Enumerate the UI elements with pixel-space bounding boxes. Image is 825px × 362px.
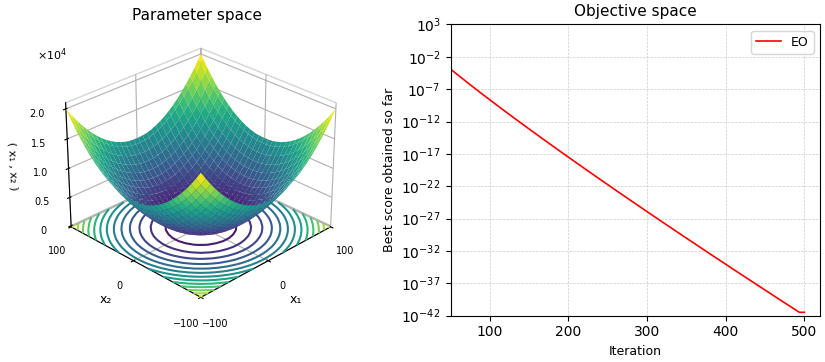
Title: Objective space: Objective space — [574, 4, 696, 19]
EO — [620, 194, 629, 198]
Legend: EO: EO — [751, 31, 813, 54]
X-axis label: x₁: x₁ — [290, 293, 302, 306]
EO — [593, 176, 603, 180]
EO — [799, 310, 809, 315]
Line: EO: EO — [412, 34, 804, 312]
EO — [596, 178, 606, 182]
Text: $\times 10^4$: $\times 10^4$ — [37, 46, 67, 63]
EO — [728, 267, 738, 272]
X-axis label: Iteration: Iteration — [609, 345, 662, 358]
EO — [790, 307, 800, 312]
EO — [640, 209, 650, 213]
Title: Parameter space: Parameter space — [132, 8, 262, 23]
EO — [794, 310, 804, 315]
EO — [407, 32, 417, 36]
Y-axis label: Best score obtained so far: Best score obtained so far — [383, 88, 396, 252]
Y-axis label: x₂: x₂ — [100, 293, 112, 306]
